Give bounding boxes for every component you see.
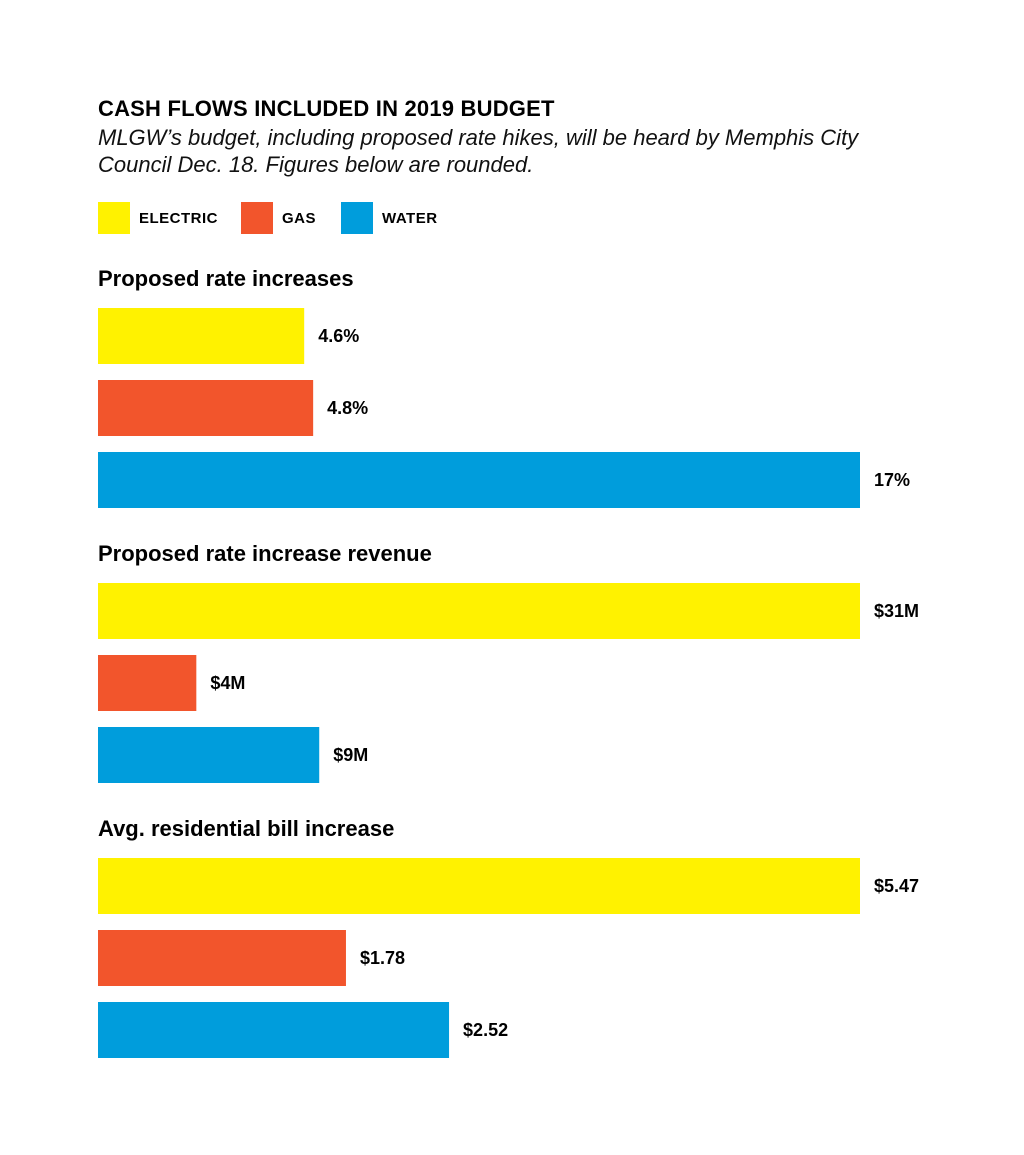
legend-label-water: WATER	[382, 209, 438, 227]
legend-swatch-gas	[241, 202, 273, 234]
chart-2-bar-electric	[98, 583, 860, 639]
chart-2-label-electric: $31M	[874, 601, 919, 621]
legend-item-gas: GAS	[241, 202, 316, 234]
chart-subtitle: MLGW’s budget, including proposed rate h…	[98, 125, 859, 177]
legend-item-electric: ELECTRIC	[98, 202, 218, 234]
chart-1-bar-water	[98, 452, 860, 508]
chart-3-bar-water	[98, 1002, 450, 1058]
chart-2-label-gas: $4M	[210, 673, 245, 693]
chart-1-title: Proposed rate increases	[98, 266, 354, 291]
legend-label-gas: GAS	[282, 209, 317, 227]
chart-2-bar-gas	[98, 655, 197, 711]
chart-1-bar-electric	[98, 308, 305, 364]
chart-1-label-electric: 4.6%	[318, 326, 359, 346]
chart-2-label-water: $9M	[333, 745, 368, 765]
chart-3-label-water: $2.52	[463, 1020, 508, 1040]
chart-3-title: Avg. residential bill increase	[98, 816, 394, 841]
legend-swatch-electric	[98, 202, 130, 234]
legend-swatch-water	[341, 202, 373, 234]
legend-label-electric: ELECTRIC	[139, 209, 218, 227]
chart-1-bar-gas	[98, 380, 314, 436]
chart-title: CASH FLOWS INCLUDED IN 2019 BUDGET	[98, 96, 555, 121]
chart-1-label-water: 17%	[874, 470, 910, 490]
chart-3-bar-gas	[98, 930, 346, 986]
chart-3-bar-electric	[98, 858, 860, 914]
chart-2-bar-water	[98, 727, 320, 783]
chart-3-label-gas: $1.78	[360, 948, 405, 968]
chart-2-title: Proposed rate increase revenue	[98, 541, 432, 566]
chart-3-label-electric: $5.47	[874, 876, 919, 896]
chart-1-label-gas: 4.8%	[327, 398, 368, 418]
legend-item-water: WATER	[341, 202, 438, 234]
